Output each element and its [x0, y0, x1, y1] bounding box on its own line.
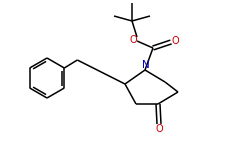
Text: O: O [171, 36, 179, 46]
Text: O: O [129, 35, 137, 45]
Text: O: O [155, 124, 163, 134]
Text: N: N [142, 60, 150, 70]
